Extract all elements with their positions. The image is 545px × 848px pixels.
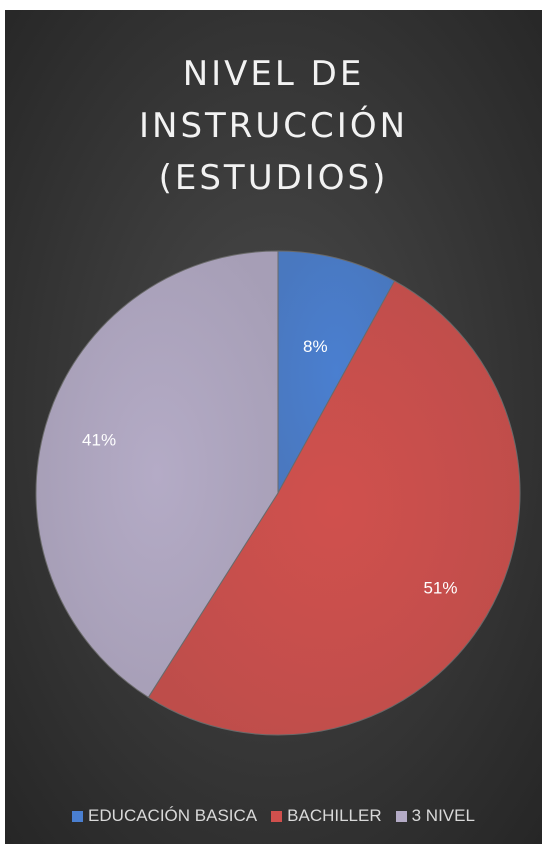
slice-educacion-basica[interactable] <box>277 250 396 494</box>
chart-frame: NIVEL DE INSTRUCCIÓN (ESTUDIOS) 8% 51% 41%… <box>5 10 542 844</box>
chart-title-line-2: INSTRUCCIÓN <box>138 106 409 146</box>
legend-item-3-nivel[interactable]: 3 NIVEL <box>395 806 475 826</box>
legend-item-bachiller[interactable]: BACHILLER <box>271 806 382 826</box>
legend-swatch-bachiller <box>271 810 283 822</box>
pie-chart: 8% 51% 41% <box>35 250 521 736</box>
chart-title-line-1: NIVEL DE <box>182 54 365 94</box>
slice-label-educacion-basica: 8% <box>303 337 328 356</box>
legend-label-educacion-basica: EDUCACIÓN BASICA <box>88 806 258 825</box>
legend-item-educacion-basica[interactable]: EDUCACIÓN BASICA <box>72 806 257 826</box>
legend-swatch-3-nivel <box>395 810 407 822</box>
chart-title-line-3: (ESTUDIOS) <box>158 158 389 198</box>
slice-label-bachiller: 51% <box>423 579 457 598</box>
slice-3-nivel[interactable] <box>35 250 279 699</box>
legend-label-3-nivel: 3 NIVEL <box>411 806 475 825</box>
slice-label-3-nivel: 41% <box>82 430 116 449</box>
slice-bachiller[interactable] <box>147 280 521 736</box>
legend: EDUCACIÓN BASICA BACHILLER 3 NIVEL <box>5 806 542 826</box>
legend-swatch-educacion-basica <box>72 810 84 822</box>
legend-label-bachiller: BACHILLER <box>287 806 382 825</box>
chart-title: NIVEL DE INSTRUCCIÓN (ESTUDIOS) <box>5 48 542 204</box>
